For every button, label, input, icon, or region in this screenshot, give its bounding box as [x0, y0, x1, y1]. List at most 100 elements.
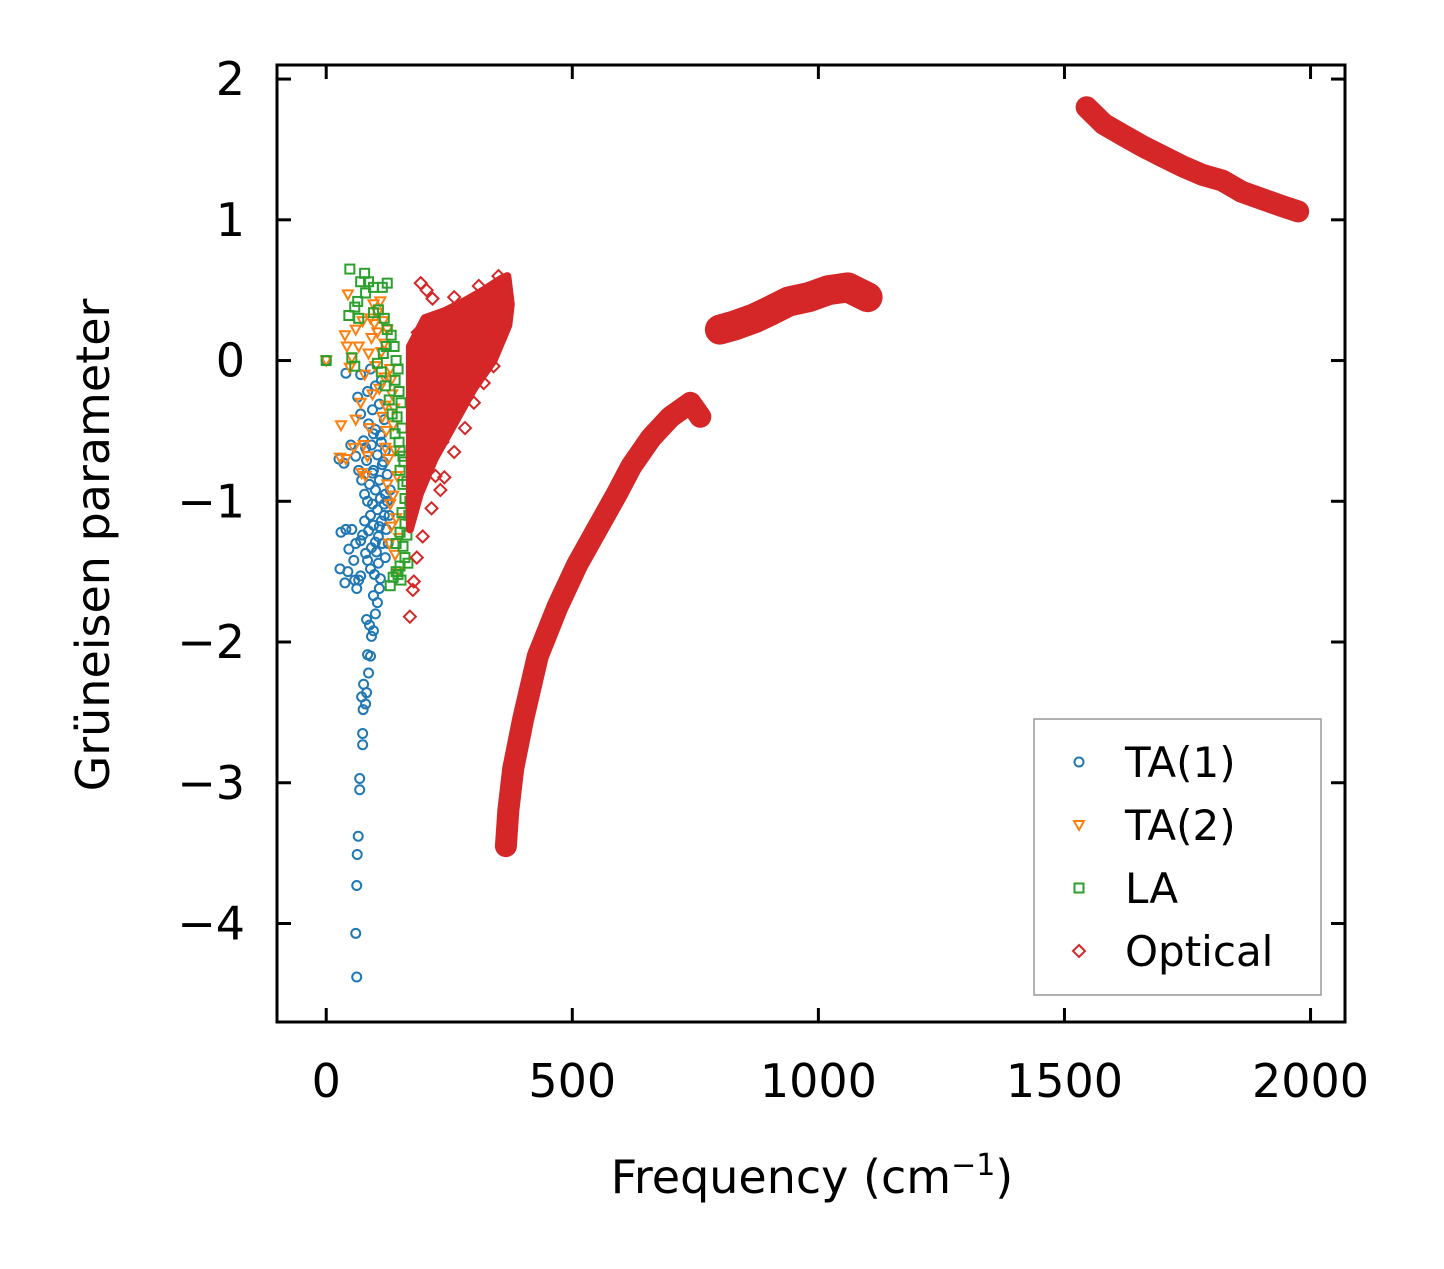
ta1-point — [362, 386, 374, 398]
legend-marker-ta1 — [1073, 756, 1085, 768]
ta1-point — [369, 484, 381, 496]
la-point — [385, 329, 397, 341]
ta2-point — [373, 296, 388, 309]
ta1-point — [352, 391, 364, 403]
optical-band4 — [1075, 96, 1310, 223]
la-point — [360, 287, 372, 299]
ta1-point — [335, 526, 347, 538]
optical-point — [417, 367, 433, 383]
la-point — [383, 394, 395, 406]
y-tick-label: 0 — [216, 334, 245, 388]
ta2-point — [340, 341, 354, 354]
la-point — [390, 538, 402, 549]
optical-point — [415, 529, 431, 544]
ta2-point — [375, 411, 390, 424]
legend-marker-ta2 — [1072, 820, 1086, 833]
optical-band3 — [704, 272, 883, 345]
optical-point — [471, 278, 487, 294]
legend-marker-optical — [1071, 943, 1087, 959]
ta1-point — [365, 650, 377, 662]
optical-point — [419, 282, 435, 298]
ta1-point — [375, 515, 387, 527]
la-point — [397, 540, 409, 552]
ta1-point — [351, 583, 363, 595]
ta1-point — [372, 557, 384, 569]
la-point — [393, 386, 405, 398]
la-point — [371, 357, 383, 369]
la-point — [378, 312, 390, 324]
la-point — [320, 355, 332, 367]
ta1-point — [354, 773, 366, 785]
la-point — [386, 408, 398, 420]
ta1-point — [362, 495, 374, 507]
x-tick-label: 1000 — [760, 1054, 877, 1108]
ta1-point — [369, 608, 381, 620]
ta1-point — [360, 698, 372, 710]
legend: TA(1) TA(2) LA Optical — [1033, 718, 1322, 996]
la-point — [395, 397, 407, 409]
ta1-point — [363, 667, 375, 679]
la-point — [380, 340, 392, 352]
ta1-point — [358, 678, 370, 690]
ta1-point — [357, 704, 369, 716]
legend-label-la: LA — [1125, 864, 1178, 913]
plot-frame — [275, 63, 1347, 1024]
optical-point — [432, 482, 448, 498]
la-point — [388, 340, 400, 352]
optical-point — [405, 582, 421, 598]
ta2-point — [349, 324, 363, 337]
y-tick-label: −4 — [177, 896, 245, 950]
ta2-point — [383, 499, 397, 512]
optical-band-1 — [405, 272, 515, 534]
legend-marker-la — [1073, 882, 1085, 894]
la-point — [395, 574, 407, 586]
optical-point — [499, 838, 515, 854]
la-point — [352, 295, 364, 307]
ta1-point — [361, 613, 373, 625]
la-point — [349, 301, 361, 313]
ta1-point — [370, 546, 382, 558]
optical-point — [405, 451, 421, 467]
ta2-point — [341, 289, 355, 302]
y-tick-label: −1 — [177, 474, 245, 528]
ta2-point — [349, 414, 363, 427]
ta1-point — [339, 577, 351, 589]
la-point — [394, 445, 406, 457]
ta1-point — [357, 727, 369, 739]
ta1-point — [378, 414, 390, 426]
optical-point — [409, 550, 425, 565]
la-point — [355, 276, 367, 288]
ta2-point — [363, 313, 378, 326]
ta1-point — [365, 509, 377, 521]
ta2-point — [360, 451, 375, 464]
optical-point — [423, 409, 438, 425]
axes-layer: 0 500 1000 1500 2000 2 1 0 −1 −2 −3 −4 — [177, 52, 1369, 1108]
ta1-point — [366, 467, 378, 479]
ta2-point — [352, 341, 366, 354]
la-point — [394, 526, 406, 538]
ta1-point — [357, 739, 369, 751]
ta2-point — [367, 318, 382, 332]
ta2-point — [356, 439, 371, 453]
ta2-point — [361, 348, 376, 361]
x-tick-label: 2000 — [1252, 1054, 1369, 1108]
optical-point — [446, 289, 462, 305]
ta1-point — [357, 529, 369, 541]
ta2-point — [334, 420, 348, 433]
la-point — [402, 557, 414, 569]
legend-label-optical: Optical — [1125, 927, 1273, 976]
ta1-point — [343, 543, 355, 555]
optical-point — [446, 444, 462, 460]
la-point — [384, 580, 396, 592]
la-point — [392, 363, 404, 375]
legend-label-ta1: TA(1) — [1124, 738, 1236, 787]
ta1-point — [352, 830, 364, 842]
la-point — [392, 568, 404, 580]
y-tick-label: 1 — [216, 193, 245, 247]
optical-point — [457, 420, 473, 436]
ta2-point — [378, 442, 392, 455]
ta2-point — [386, 490, 400, 503]
ta1-point — [346, 523, 358, 535]
x-axis-title: Frequency (cm−1) — [611, 1148, 1014, 1204]
y-axis-title: Grüneisen parameter — [66, 298, 120, 791]
